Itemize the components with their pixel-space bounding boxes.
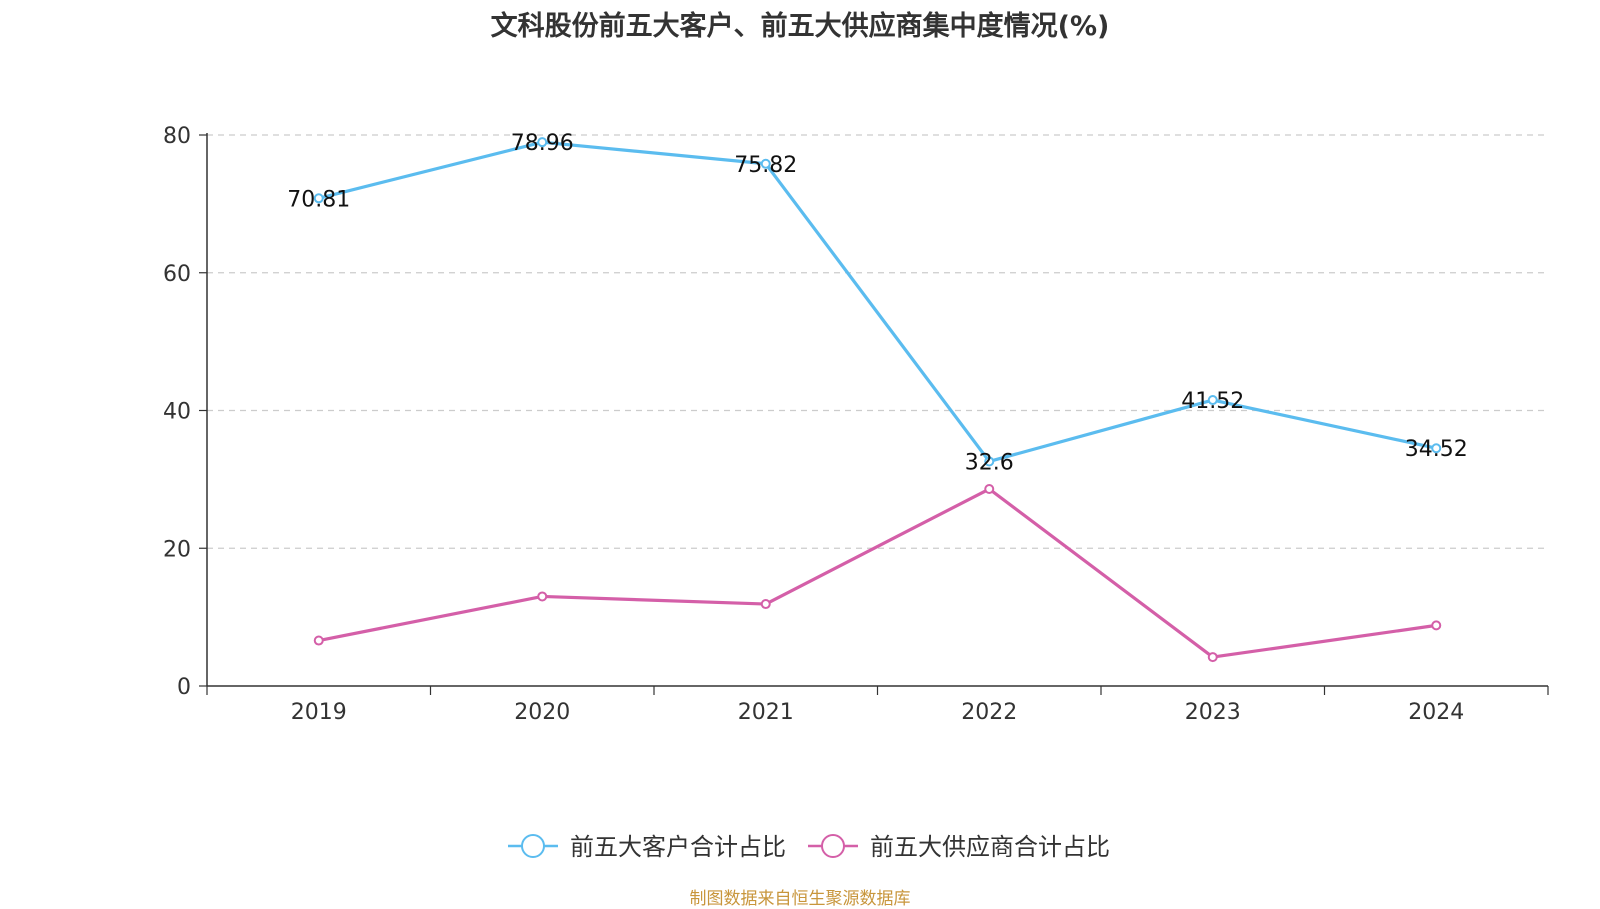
legend-marker-1 xyxy=(521,834,545,858)
axes: 0 20 40 60 80 2019 2020 2021 2022 2023 2024 xyxy=(163,124,1549,725)
legend: 前五大客户合计占比 前五大供应商合计占比 xyxy=(508,833,1110,861)
series-2-point-2019 xyxy=(313,635,324,646)
series-line-1 xyxy=(318,140,1437,464)
x-tick-label-2021: 2021 xyxy=(738,700,794,725)
series-2 xyxy=(313,484,1442,663)
x-tick-label-2022: 2022 xyxy=(961,700,1017,725)
data-label-2020: 78.96 xyxy=(511,131,574,156)
series-1-point-2022 xyxy=(984,456,995,467)
legend-item-1: 前五大客户合计占比 xyxy=(508,833,786,861)
legend-label-2: 前五大供应商合计占比 xyxy=(870,833,1110,861)
series-2-point-2020 xyxy=(537,591,548,602)
series-2-point-2021 xyxy=(760,599,771,610)
data-label-2024: 34.52 xyxy=(1405,437,1468,462)
series-1-point-2024 xyxy=(1431,443,1442,454)
x-tick-label-2020: 2020 xyxy=(514,700,570,725)
legend-label-1: 前五大客户合计占比 xyxy=(570,833,786,861)
y-tick-label-60: 60 xyxy=(163,262,191,287)
series-1-point-2023 xyxy=(1207,395,1218,406)
data-label-2019: 70.81 xyxy=(287,187,350,212)
series-1-point-2019 xyxy=(313,193,324,204)
gridlines xyxy=(207,134,1548,549)
x-tick-label-2023: 2023 xyxy=(1185,700,1241,725)
y-tick-label-0: 0 xyxy=(177,675,191,700)
x-tick-label-2019: 2019 xyxy=(291,700,347,725)
data-label-2023: 41.52 xyxy=(1181,389,1244,414)
series-1 xyxy=(313,137,1442,467)
y-tick-label-20: 20 xyxy=(163,537,191,562)
x-tick-label-2024: 2024 xyxy=(1408,700,1464,725)
series-1-point-2021 xyxy=(760,158,771,169)
y-tick-label-80: 80 xyxy=(163,124,191,149)
chart-title: 文科股份前五大客户、前五大供应商集中度情况(%) xyxy=(490,11,1110,42)
y-tick-label-40: 40 xyxy=(163,400,191,425)
series-2-point-2024 xyxy=(1431,620,1442,631)
series-layer xyxy=(313,137,1442,663)
source-note: 制图数据来自恒生聚源数据库 xyxy=(689,889,911,909)
series-2-point-2023 xyxy=(1207,652,1218,663)
series-2-point-2022 xyxy=(984,484,995,495)
data-label-2021: 75.82 xyxy=(734,153,797,178)
legend-marker-2 xyxy=(821,834,845,858)
data-labels: 70.81 78.96 75.82 32.6 41.52 34.52 xyxy=(287,131,1467,475)
series-line-2 xyxy=(318,487,1437,659)
legend-item-2: 前五大供应商合计占比 xyxy=(808,833,1110,861)
series-1-point-2020 xyxy=(537,137,548,148)
data-label-2022: 32.6 xyxy=(965,450,1014,475)
